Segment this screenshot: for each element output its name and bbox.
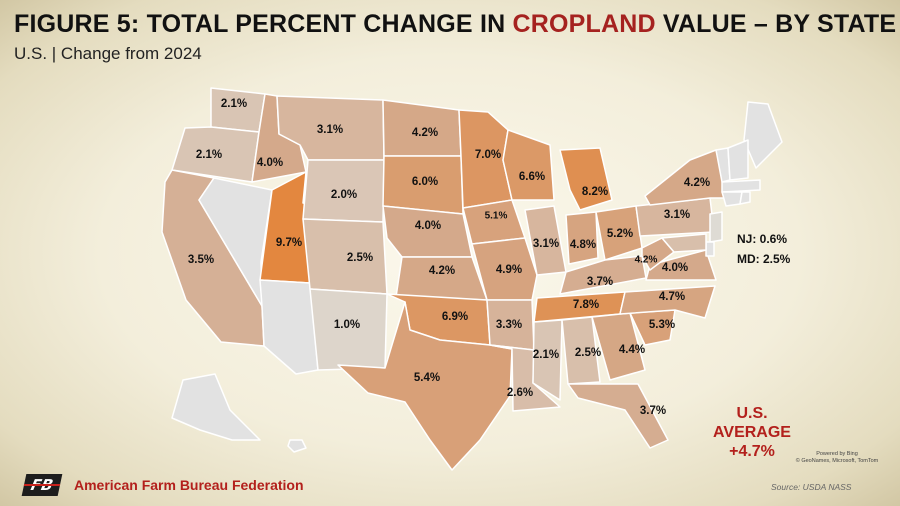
state-north-carolina [619,285,716,319]
state-rhode-island [739,191,751,205]
powered-by-text: Powered by Bing [816,451,858,457]
state-label-arkansas: 3.3% [496,319,522,331]
state-label-missouri: 4.9% [496,264,522,276]
state-iowa [462,199,526,245]
map-attribution: Powered by Bing © GeoNames, Microsoft, T… [792,451,882,465]
state-label-iowa: 5.1% [485,211,508,222]
organization-name: American Farm Bureau Federation [74,477,304,493]
state-label-montana: 3.1% [317,124,343,136]
state-label-kentucky: 3.7% [587,276,613,288]
state-massachusetts [721,179,761,193]
state-alabama [561,316,601,385]
state-label-oklahoma: 6.9% [442,311,468,323]
state-michigan [559,147,613,211]
copyright-text: © GeoNames, Microsoft, TomTom [795,458,879,464]
state-georgia [591,312,646,381]
state-label-idaho: 4.0% [257,157,283,169]
figure-subtitle: U.S. | Change from 2024 [14,44,202,63]
state-oregon [171,126,260,183]
state-wisconsin [502,129,555,201]
state-maryland [661,233,707,253]
state-label-michigan: 8.2% [582,186,608,198]
state-label-indiana: 4.8% [570,239,596,251]
us-average-line1: U.S. [736,405,768,422]
state-hawaii [287,439,307,453]
state-label-texas: 5.4% [414,372,440,384]
state-missouri [471,237,538,301]
state-label-oregon: 2.1% [196,149,222,161]
state-label-illinois: 3.1% [533,238,559,250]
state-texas [337,301,513,471]
us-average: U.S. AVERAGE +4.7% [697,404,807,461]
state-label-north-dakota: 4.2% [412,127,438,139]
state-label-california: 3.5% [188,254,214,266]
state-label-north-carolina: 4.7% [659,291,685,303]
state-label-wyoming: 2.0% [331,189,357,201]
us-average-line2: AVERAGE [713,424,791,441]
state-mississippi [532,319,563,401]
state-label-west-virginia: 4.2% [635,255,658,266]
state-alaska [171,373,261,441]
state-new-hampshire [727,139,749,181]
state-label-virginia: 4.0% [662,262,688,274]
state-label-colorado: 2.5% [347,252,373,264]
state-label-pennsylvania: 3.1% [664,209,690,221]
title-prefix: FIGURE 5: TOTAL PERCENT CHANGE IN [14,10,513,38]
state-label-florida: 3.7% [640,405,666,417]
state-label-minnesota: 7.0% [475,149,501,161]
state-maine [743,101,783,169]
source-note: Source: USDA NASS [771,482,852,492]
state-connecticut [721,191,743,207]
state-florida [567,383,669,449]
state-label-new-york: 4.2% [684,177,710,189]
state-label-south-carolina: 5.3% [649,319,675,331]
state-west-virginia [641,237,675,271]
figure-title: FIGURE 5: TOTAL PERCENT CHANGE IN CROPLA… [14,10,896,39]
nj-note: NJ: 0.6% [737,232,788,246]
afbf-logo: FB [21,474,63,496]
state-label-tennessee: 7.8% [573,299,599,311]
state-virginia [645,249,717,281]
state-label-new-mexico: 1.0% [334,319,360,331]
state-label-kansas: 4.2% [429,265,455,277]
state-label-south-dakota: 6.0% [412,176,438,188]
footer-branding: FB American Farm Bureau Federation [21,474,304,496]
state-delaware [705,241,715,257]
state-label-ohio: 5.2% [607,228,633,240]
state-label-utah: 9.7% [276,237,302,249]
state-label-alabama: 2.5% [575,347,601,359]
state-arizona [259,279,319,375]
us-average-value: +4.7% [729,443,775,460]
state-kansas [395,256,488,301]
title-suffix: VALUE – BY STATE [655,10,897,38]
state-colorado [302,218,388,295]
state-label-wisconsin: 6.6% [519,171,545,183]
state-kentucky [559,255,647,295]
state-indiana [565,211,599,265]
state-label-louisiana: 2.6% [507,387,533,399]
md-note: MD: 2.5% [737,252,791,266]
state-label-georgia: 4.4% [619,344,645,356]
state-label-nebraska: 4.0% [415,220,441,232]
state-new-jersey [709,211,723,243]
title-highlight: CROPLAND [512,10,656,38]
state-label-washington: 2.1% [221,98,247,110]
state-label-mississippi: 2.1% [533,349,559,361]
